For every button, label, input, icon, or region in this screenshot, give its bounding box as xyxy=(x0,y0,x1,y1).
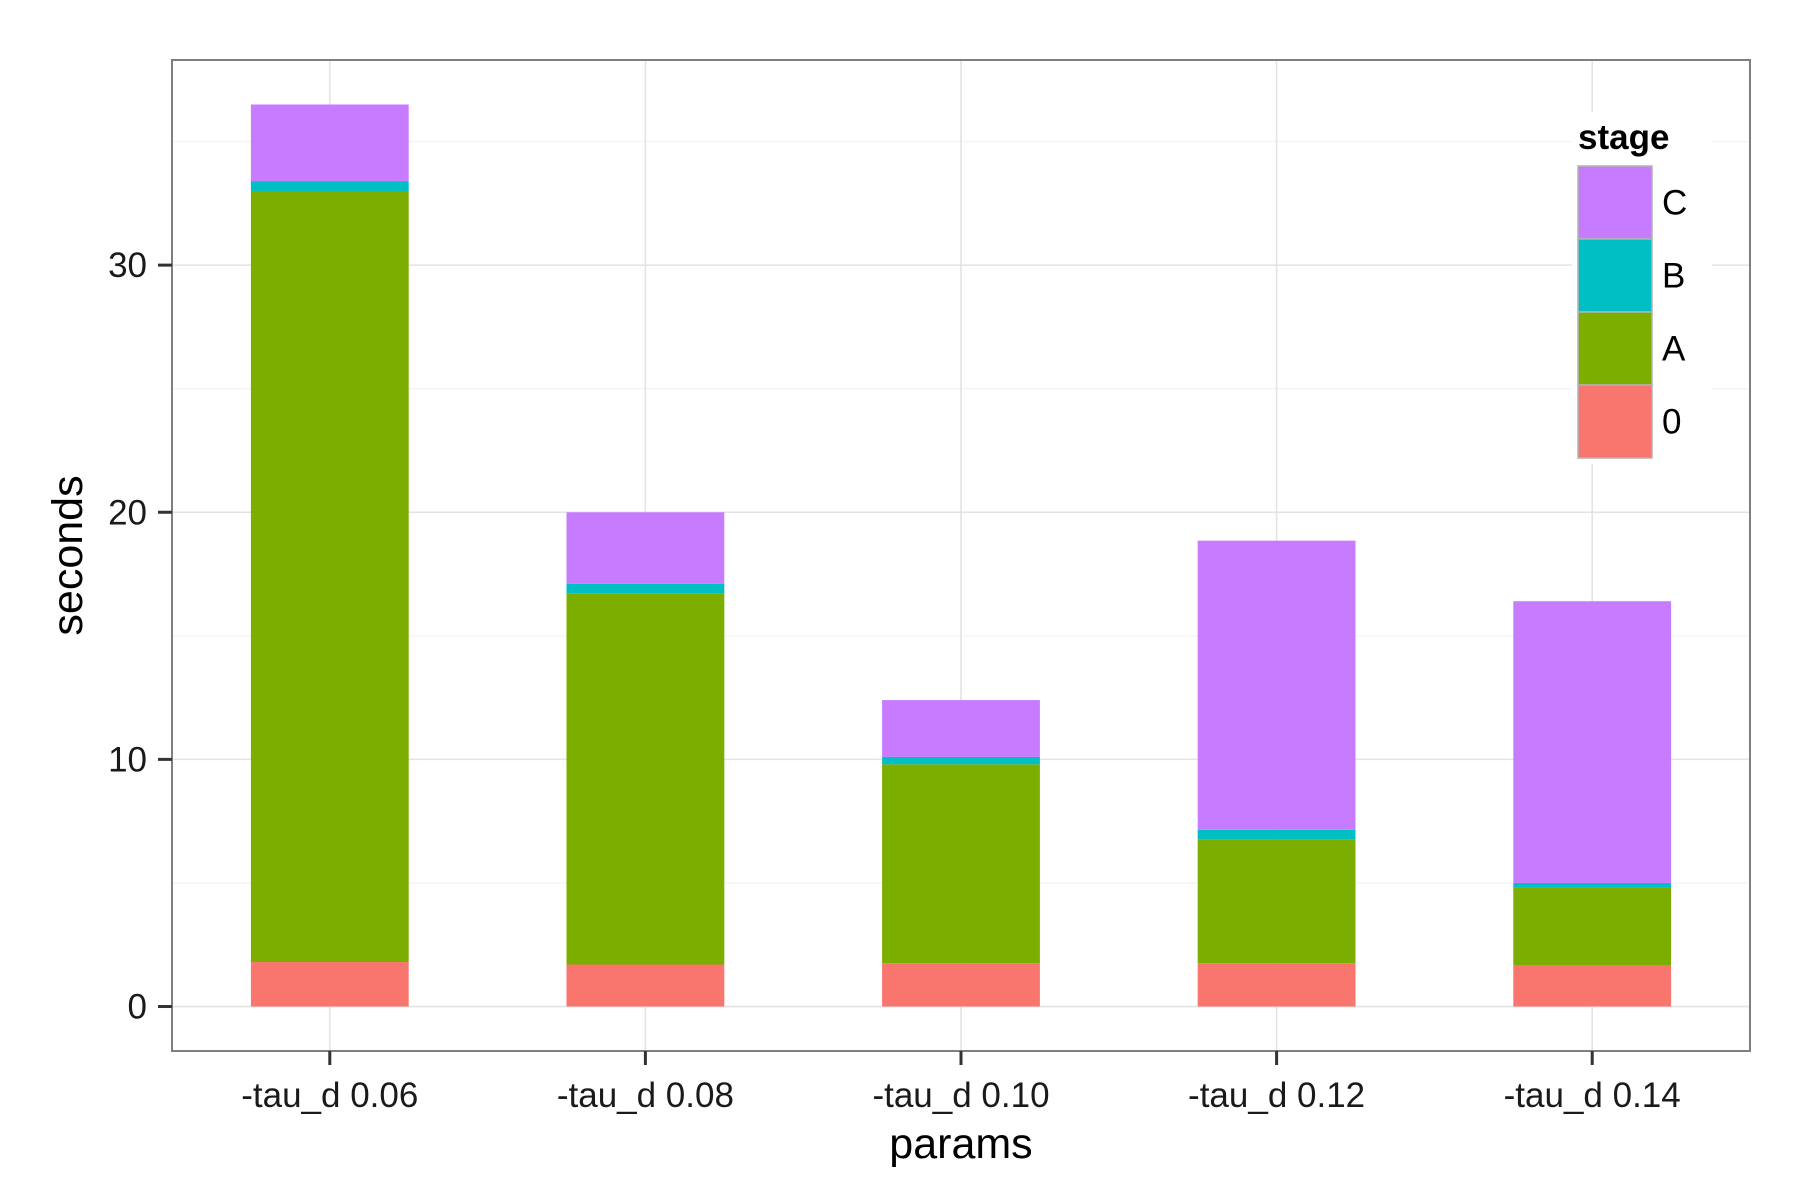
bar-segment-0-2 xyxy=(566,964,725,1007)
bar-segment-0-1 xyxy=(250,962,409,1007)
bar-segment-0-3 xyxy=(882,963,1040,1007)
legend-key-C xyxy=(1577,165,1653,240)
legend-key-B xyxy=(1577,238,1653,313)
legend-key-A xyxy=(1577,311,1653,386)
y-tick-label: 10 xyxy=(108,740,147,779)
y-axis-title: seconds xyxy=(44,475,92,635)
bar-segment-C-4 xyxy=(1197,540,1356,830)
bar-segment-C-3 xyxy=(882,700,1040,757)
bar-segment-A-4 xyxy=(1197,839,1356,964)
axes: 0 10 20 30 -tau_d 0.06 -tau_d 0.08 -tau_d 0.10… xyxy=(108,246,1681,1115)
legend-label-C: C xyxy=(1662,184,1687,223)
bar-segment-C-2 xyxy=(566,512,725,584)
x-tick-label: -tau_d 0.14 xyxy=(1504,1076,1681,1115)
bar-segment-C-1 xyxy=(250,104,409,182)
y-tick-label: 20 xyxy=(108,493,147,532)
bar-segment-C-5 xyxy=(1513,601,1672,883)
bar-segment-0-5 xyxy=(1513,965,1672,1007)
bar-segment-A-5 xyxy=(1513,887,1672,966)
bars xyxy=(250,104,1672,1007)
legend-label-A: A xyxy=(1662,330,1686,369)
legend: stage CBA 0 xyxy=(1572,112,1712,464)
legend-label-0: 0 xyxy=(1662,403,1681,442)
legend-key-0 xyxy=(1577,384,1653,459)
bar-segment-B-4 xyxy=(1197,829,1356,840)
bar-segment-A-2 xyxy=(566,593,725,965)
bar-segment-B-5 xyxy=(1513,882,1672,888)
x-tick-label: -tau_d 0.12 xyxy=(1188,1076,1365,1115)
x-axis-title: params xyxy=(889,1120,1032,1168)
bar-segment-A-1 xyxy=(250,190,409,963)
x-tick-label: -tau_d 0.08 xyxy=(557,1076,734,1115)
bar-segment-0-4 xyxy=(1197,963,1356,1007)
y-tick-label: 30 xyxy=(108,246,147,285)
x-tick-label: -tau_d 0.10 xyxy=(872,1076,1049,1115)
x-tick-label: -tau_d 0.06 xyxy=(241,1076,418,1115)
legend-title: stage xyxy=(1578,118,1669,157)
legend-label-B: B xyxy=(1662,257,1685,296)
bar-segment-B-2 xyxy=(566,583,725,594)
bar-segment-A-3 xyxy=(882,764,1040,964)
y-tick-label: 0 xyxy=(128,988,147,1027)
bar-segment-B-3 xyxy=(882,756,1040,765)
bar-segment-B-1 xyxy=(250,181,409,191)
